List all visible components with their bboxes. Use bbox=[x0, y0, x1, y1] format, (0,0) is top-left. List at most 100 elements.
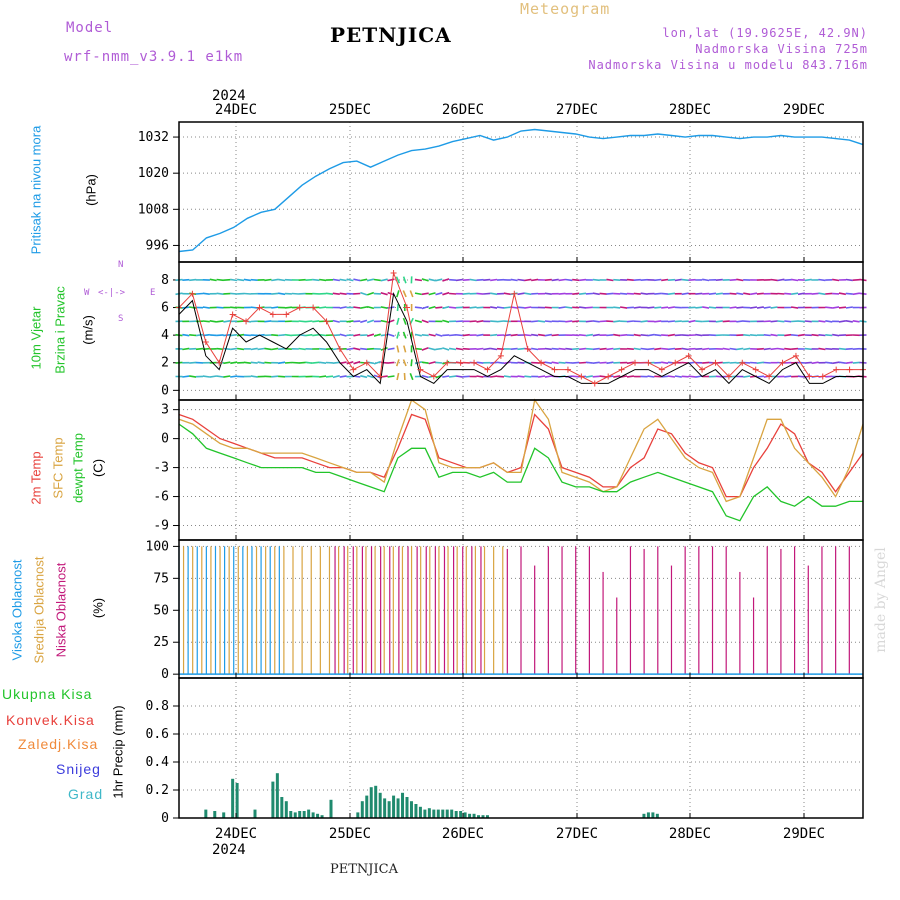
wind-arrow bbox=[435, 333, 443, 337]
wind-arrow bbox=[825, 375, 833, 378]
wind-arrow bbox=[551, 278, 559, 282]
wind-arrow bbox=[756, 347, 764, 350]
wind-arrow bbox=[517, 292, 525, 296]
wind-arrow bbox=[250, 375, 258, 378]
wind-arrow bbox=[729, 347, 737, 351]
wind-arrow bbox=[264, 347, 272, 351]
wind-arrow bbox=[189, 361, 197, 364]
wind-tick-label: 2 bbox=[161, 356, 169, 371]
precip-bar bbox=[302, 811, 306, 818]
wind-arrow bbox=[633, 292, 641, 295]
precip-bar bbox=[356, 812, 360, 818]
sfc-temp-series-line bbox=[178, 398, 864, 503]
wind-arrow bbox=[729, 278, 737, 281]
wind-arrow bbox=[845, 361, 853, 364]
wind-arrow bbox=[271, 334, 279, 337]
wind-arrow bbox=[777, 292, 785, 295]
wind-arrow bbox=[750, 334, 758, 337]
precip-bar bbox=[383, 798, 387, 818]
precip-bar bbox=[316, 813, 320, 818]
wind-gust-marker bbox=[336, 345, 343, 352]
wind-arrow bbox=[592, 278, 600, 282]
wind-arrow bbox=[640, 292, 648, 295]
wind-arrow bbox=[332, 361, 340, 364]
wind-arrow bbox=[236, 278, 245, 282]
wind-arrow bbox=[667, 333, 676, 337]
wind-arrow bbox=[414, 333, 422, 337]
wind-tick-label: 4 bbox=[161, 328, 169, 343]
wind-arrow bbox=[832, 278, 840, 282]
wind-arrow bbox=[366, 291, 375, 296]
wind-arrow bbox=[777, 347, 785, 351]
wind-arrow bbox=[236, 347, 245, 351]
wind-arrow bbox=[510, 278, 518, 282]
wind-arrow bbox=[572, 292, 580, 295]
wind-arrow bbox=[421, 305, 429, 310]
wind-arrow bbox=[736, 306, 744, 309]
wind-arrow bbox=[585, 375, 593, 378]
wind-arrow bbox=[462, 278, 470, 281]
wind-gust-marker bbox=[417, 366, 424, 373]
wind-arrow bbox=[380, 278, 388, 282]
wind-arrow bbox=[462, 375, 470, 378]
top-day-label: 27DEC bbox=[556, 102, 598, 118]
wind-arrow bbox=[825, 334, 833, 337]
wind-arrow bbox=[305, 361, 313, 364]
wind-arrow bbox=[852, 292, 860, 296]
wind-arrow bbox=[797, 375, 805, 378]
wind-arrow bbox=[319, 347, 327, 350]
top-day-label: 28DEC bbox=[669, 102, 711, 118]
wind-arrow bbox=[647, 375, 655, 378]
wind-tick-label: 8 bbox=[161, 273, 169, 288]
wind-arrow bbox=[319, 375, 327, 378]
wind-arrow bbox=[223, 347, 231, 351]
wind-arrow bbox=[449, 292, 457, 295]
wind-arrow bbox=[688, 278, 696, 281]
wind-arrow bbox=[182, 333, 190, 337]
wind-arrow bbox=[257, 347, 265, 351]
wind-arrow bbox=[524, 375, 532, 378]
wind-gust-marker bbox=[202, 339, 209, 346]
wind-arrow bbox=[585, 347, 593, 350]
wind-arrow bbox=[661, 292, 669, 295]
wind-arrow bbox=[442, 319, 450, 323]
wind-arrow bbox=[325, 347, 334, 350]
wind-arrow bbox=[395, 359, 400, 367]
wind-arrow bbox=[531, 333, 539, 337]
wind-arrow bbox=[565, 361, 573, 364]
bottom-year-label: 2024 bbox=[212, 842, 246, 858]
precip-bar bbox=[271, 781, 275, 818]
wind-arrow bbox=[271, 278, 279, 282]
wind-arrow bbox=[818, 320, 826, 323]
wind-arrow bbox=[606, 334, 614, 337]
wind-arrow bbox=[243, 278, 252, 282]
wind-arrow bbox=[373, 360, 381, 365]
coords-label: lon,lat (19.9625E, 42.9N) bbox=[662, 26, 868, 40]
wind-arrow bbox=[396, 331, 400, 339]
wind-arrow bbox=[565, 278, 573, 282]
wind-arrow bbox=[380, 319, 388, 323]
precip-bar bbox=[204, 809, 208, 818]
wind-gust-marker bbox=[833, 366, 840, 373]
wind-arrow bbox=[455, 375, 464, 378]
wind-arrow bbox=[722, 347, 730, 351]
wind-arrow bbox=[585, 333, 594, 337]
precip-bar bbox=[432, 809, 436, 818]
wind-arrow bbox=[838, 361, 847, 364]
wind-arrow bbox=[230, 361, 238, 365]
wind-arrow bbox=[435, 306, 443, 309]
wind-arrow bbox=[579, 361, 587, 364]
wind-arrow bbox=[312, 333, 320, 337]
wind-arrow bbox=[284, 306, 292, 309]
wind-arrow bbox=[537, 320, 546, 323]
wind-arrow bbox=[435, 361, 443, 364]
wind-arrow bbox=[402, 290, 407, 298]
wind-arrow bbox=[524, 306, 532, 309]
wind-arrow bbox=[312, 320, 320, 323]
wind-arrow bbox=[216, 375, 224, 378]
wind-arrow bbox=[449, 306, 457, 309]
wind-gust-marker bbox=[229, 311, 236, 318]
wind-arrow bbox=[544, 292, 552, 295]
wind-arrow bbox=[209, 278, 217, 282]
wind-arrow bbox=[626, 375, 634, 378]
